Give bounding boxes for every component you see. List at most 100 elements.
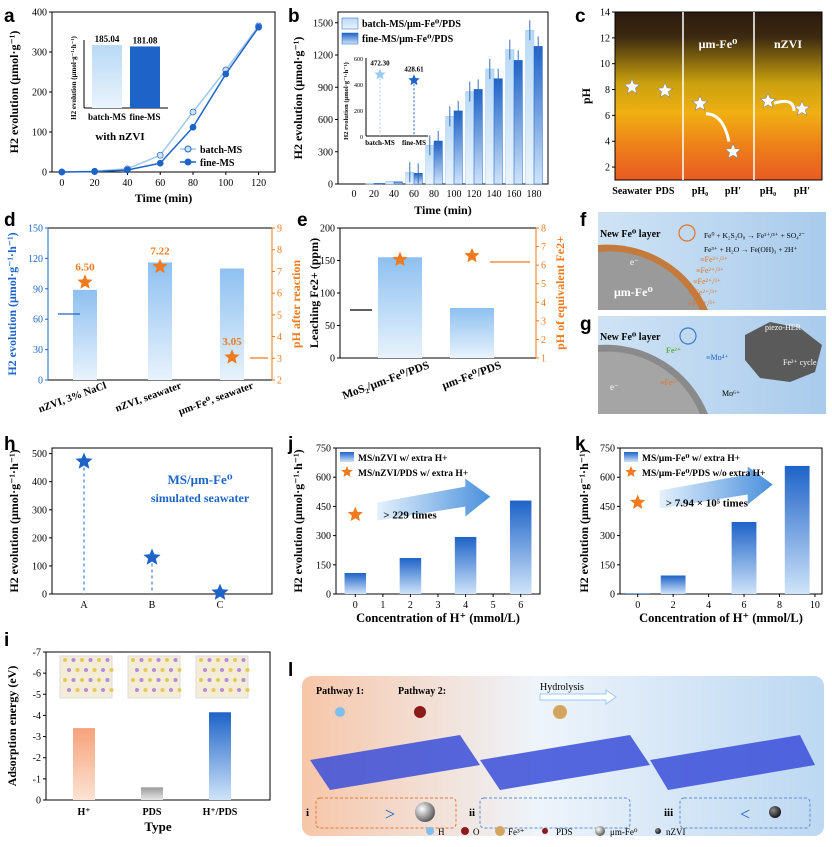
k-legend-swatch-0 — [624, 452, 638, 462]
k-legend-star-1 — [625, 466, 637, 477]
g-piezo: piezo-HER — [765, 323, 802, 332]
legend-h-icon — [426, 827, 434, 835]
i-atom-2-0-3 — [224, 658, 229, 662]
legend-h: H — [438, 827, 445, 837]
i-atom-0-1-1 — [75, 668, 80, 672]
b-bar-0-8 — [505, 49, 515, 185]
l-box-label-ii: ii — [469, 807, 475, 819]
fe-core-f — [598, 251, 700, 310]
um-fe-sphere-icon — [415, 802, 435, 822]
f-layer-label: New Fe⁰ layer — [600, 229, 661, 240]
b-inset-cat-0: batch-MS — [365, 139, 395, 147]
i-atom-2-1-5 — [245, 668, 250, 672]
i-atom-1-2-0 — [131, 678, 135, 682]
i-atom-2-0-5 — [241, 658, 246, 662]
i-cat-1: PDS — [143, 807, 162, 818]
j-y-ticklabel-0: 0 — [326, 590, 331, 601]
k-y-ticklabel-5: 750 — [600, 444, 615, 455]
g-fe2: Fe²⁺ — [666, 346, 681, 355]
d-y-ticklabel-1: 30 — [33, 345, 43, 356]
i-atom-0-3-3 — [92, 688, 97, 692]
b-ylabel: H2 evolution (μmol·g⁻¹) — [291, 37, 305, 160]
mos2-layer-3 — [650, 735, 815, 790]
a-x-ticklabel-3: 60 — [155, 178, 165, 189]
i-cat-0: H⁺ — [77, 807, 90, 818]
h-star-0 — [75, 452, 93, 469]
e-cat-1: μm-Fe⁰/PDS — [441, 360, 503, 392]
panel-label-i: i — [4, 630, 9, 651]
k-ylabel: H2 evolution (μmol·g⁻¹·h⁻¹) — [577, 449, 591, 592]
j-y-ticklabel-1: 150 — [316, 560, 331, 571]
i-atom-2-0-1 — [207, 658, 212, 662]
i-atom-0-0-5 — [105, 658, 110, 662]
b-bar-1-1 — [373, 183, 383, 185]
i-atom-1-2-2 — [148, 678, 152, 682]
chart-a-h2-time: 0 100 200 300 400 0 20 40 60 80 100 120 Time (min) H2… — [7, 8, 276, 205]
j-x-ticklabel-2: 2 — [408, 600, 413, 611]
a-x-ticklabel-1: 20 — [90, 178, 100, 189]
e-star-1 — [464, 247, 480, 263]
i-y-ticklabel-6: -6 — [33, 669, 41, 680]
b-legend-swatch-0 — [341, 17, 359, 30]
e-bar-1 — [450, 307, 494, 358]
b-x-ticklabel-7: 140 — [487, 189, 502, 200]
i-bar-2 — [209, 712, 231, 800]
d-y2-ticklabel-4: 6 — [277, 289, 282, 300]
i-atom-2-1-2 — [220, 668, 224, 672]
i-atom-1-3-2 — [152, 688, 156, 692]
c-y-ticklabel-0: 2 — [605, 163, 610, 174]
c-cat-3: pH′ — [725, 186, 741, 197]
d-y2-ticklabel-3: 5 — [277, 310, 282, 321]
l-pathway-1: Pathway 1: — [316, 686, 364, 697]
i-atom-2-2-0 — [199, 678, 203, 682]
i-atom-0-0-3 — [88, 658, 93, 662]
b-inset-ytick-3: 600 — [354, 57, 363, 63]
a-y-ticklabel-2: 200 — [32, 88, 47, 99]
k-bar-0 — [625, 593, 651, 594]
b-x-ticklabel-9: 180 — [527, 189, 542, 200]
e-y-ticklabel-4: 200 — [320, 224, 335, 235]
i-atom-2-1-3 — [228, 668, 233, 672]
b-inset-ytick-0: 0 — [360, 135, 363, 141]
i-atom-2-1-0 — [203, 668, 207, 672]
i-atom-2-2-4 — [233, 678, 237, 682]
a-inset-cat-1: fine-MS — [130, 112, 161, 122]
fe-core-g — [598, 351, 700, 414]
l-hydrolysis: Hydrolysis — [540, 682, 584, 693]
a-x-ticklabel-4: 80 — [188, 178, 198, 189]
i-atom-0-3-4 — [101, 688, 105, 692]
l-box-iii — [679, 797, 811, 829]
l-box-label-iii: iii — [664, 807, 673, 819]
c-y-ticklabel-2: 6 — [605, 111, 610, 122]
i-atom-0-3-0 — [67, 688, 71, 692]
legend-o: O — [473, 827, 480, 837]
f-electron: e⁻ — [630, 257, 639, 267]
a-point-1-3 — [156, 159, 164, 167]
b-inset-ytick-2: 400 — [354, 83, 363, 89]
i-atom-0-2-0 — [63, 678, 67, 682]
a-inset-value-0: 185.04 — [95, 34, 120, 44]
l-hydrolysis-arrow — [539, 689, 617, 705]
i-atom-1-1-3 — [160, 668, 165, 672]
b-inset-cat-1: fine-MS — [402, 139, 426, 147]
j-x-ticklabel-5: 5 — [491, 600, 496, 611]
e-y2-ticklabel-5: 6 — [541, 261, 546, 272]
i-atom-0-2-1 — [71, 678, 76, 682]
b-y-ticklabel-4: 1200 — [313, 51, 333, 62]
panel-label-e: e — [297, 210, 308, 231]
k-bar-1 — [660, 575, 686, 594]
j-legend-star-1 — [341, 466, 353, 477]
f-eq1: Fe⁰ + K₂S₂O₈ → Fe²⁺/³⁺ + SO₄²⁻ — [704, 231, 805, 240]
d-y-ticklabel-4: 120 — [28, 254, 43, 265]
h-y-ticklabel-0: 0 — [42, 590, 47, 601]
j-x-ticklabel-6: 6 — [518, 600, 523, 611]
i-y-ticklabel-5: -5 — [33, 690, 41, 701]
e-y2-ticklabel-2: 3 — [541, 316, 546, 327]
i-atom-0-0-2 — [80, 658, 84, 662]
d-y2label: pH after reaction — [289, 260, 303, 349]
panel-label-j: j — [287, 434, 293, 455]
d-ylabel: H2 evolution (μmol·g⁻¹·h⁻¹) — [5, 232, 19, 375]
i-atom-1-1-1 — [143, 668, 148, 672]
i-atom-0-1-0 — [67, 668, 71, 672]
d-cat-2: μm-Fe⁰, seawater — [177, 380, 255, 417]
